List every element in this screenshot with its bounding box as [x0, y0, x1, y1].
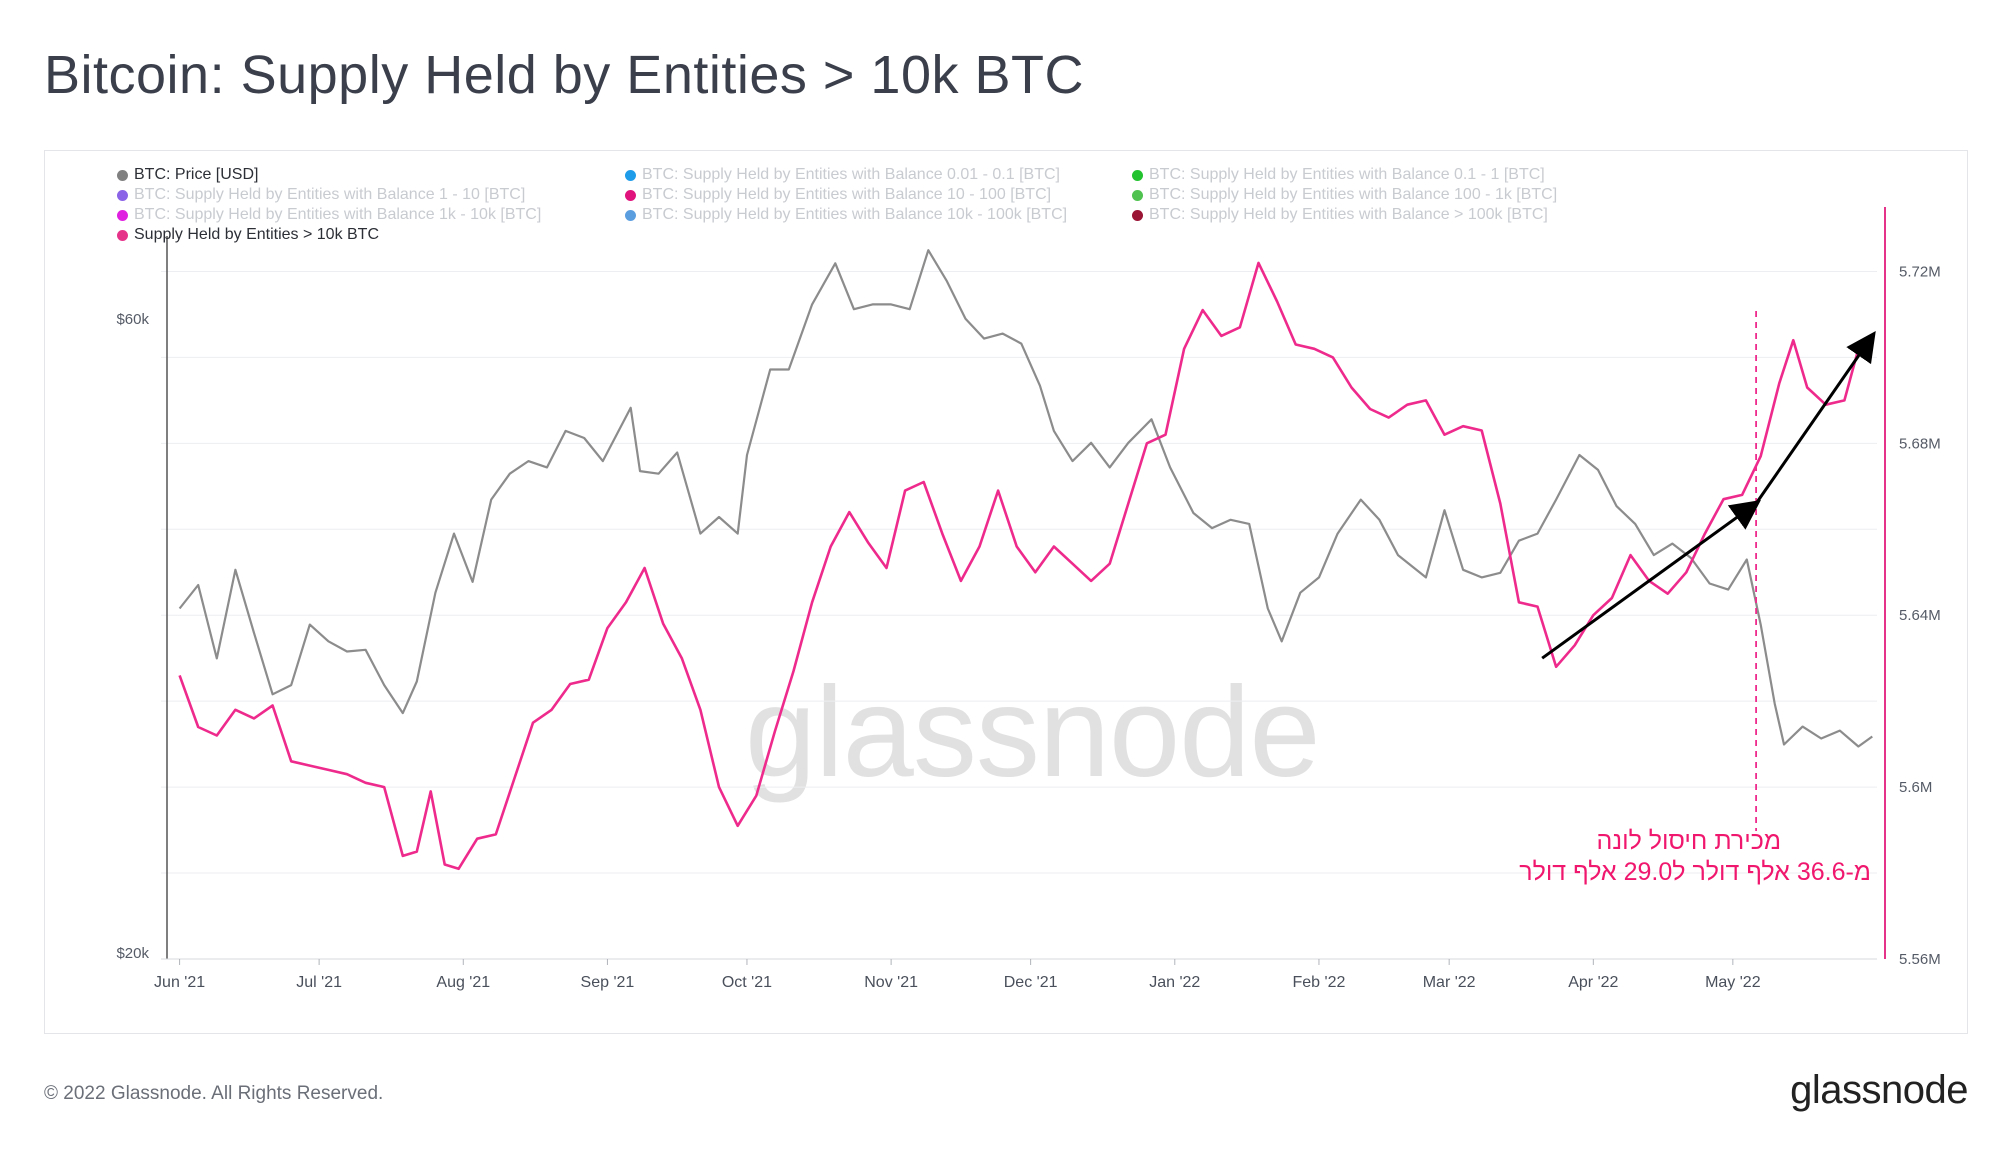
- chart-title: Bitcoin: Supply Held by Entities > 10k B…: [44, 45, 1084, 105]
- legend-label: Supply Held by Entities > 10k BTC: [134, 226, 380, 243]
- legend-item[interactable]: BTC: Supply Held by Entities with Balanc…: [117, 206, 541, 224]
- chart-svg[interactable]: $20k $60k 5.56M 5.6M 5.64M 5.68M 5.72M Jun '21 J…: [45, 151, 1967, 1033]
- trend-arrow: [1541, 499, 1761, 660]
- legend-label: BTC: Price [USD]: [134, 166, 259, 183]
- legend-label: BTC: Supply Held by Entities with Balanc…: [1149, 206, 1548, 223]
- legend-dot: [117, 209, 128, 221]
- legend-item[interactable]: BTC: Supply Held by Entities with Balanc…: [1132, 186, 1557, 204]
- y-right-tick-label: 5.72M: [1899, 263, 1941, 280]
- y-right-tick-label: 5.68M: [1899, 435, 1941, 452]
- legend-label: BTC: Supply Held by Entities with Balanc…: [134, 186, 526, 203]
- legend-item[interactable]: BTC: Supply Held by Entities with Balanc…: [625, 206, 1067, 224]
- legend-item[interactable]: BTC: Supply Held by Entities with Balanc…: [1132, 166, 1545, 184]
- x-tick-label: Nov '21: [864, 974, 918, 991]
- legend-item[interactable]: Supply Held by Entities > 10k BTC: [117, 226, 379, 244]
- price-line: [178, 249, 1873, 748]
- y-right-tick-label: 5.56M: [1899, 951, 1941, 968]
- legend-label: BTC: Supply Held by Entities with Balanc…: [1149, 166, 1545, 183]
- x-tick-label: Oct '21: [722, 974, 772, 991]
- x-tick-label: Feb '22: [1293, 974, 1346, 991]
- legend-label: BTC: Supply Held by Entities with Balanc…: [642, 206, 1068, 223]
- legend-item[interactable]: BTC: Supply Held by Entities with Balanc…: [117, 186, 525, 204]
- copyright: © 2022 Glassnode. All Rights Reserved.: [44, 1083, 384, 1104]
- legend-item[interactable]: BTC: Supply Held by Entities with Balanc…: [625, 166, 1060, 184]
- supply-line: [178, 261, 1873, 871]
- x-tick-label: Jan '22: [1149, 974, 1200, 991]
- legend-dot: [1132, 169, 1143, 181]
- x-tick-label: Jun '21: [154, 974, 205, 991]
- y-right-tick-label: 5.6M: [1899, 779, 1932, 796]
- x-tick-label: Apr '22: [1568, 974, 1618, 991]
- legend-item[interactable]: BTC: Supply Held by Entities with Balanc…: [1132, 206, 1548, 224]
- legend-dot: [625, 209, 636, 221]
- watermark: glassnode: [745, 661, 1321, 804]
- legend-dot: [117, 169, 128, 181]
- legend-item[interactable]: BTC: Price [USD]: [117, 166, 258, 184]
- x-tick-label: Aug '21: [436, 974, 490, 991]
- x-tick-label: Sep '21: [581, 974, 635, 991]
- legend-dot: [1132, 189, 1143, 201]
- legend-dot: [625, 189, 636, 201]
- legend-dot: [117, 229, 128, 241]
- y-left-tick-label: $60k: [116, 311, 149, 328]
- legend-label: BTC: Supply Held by Entities with Balanc…: [134, 206, 542, 223]
- chart-frame: glassnode $20k $60k 5.56M 5.6M 5.64M 5.68M 5.7…: [44, 150, 1968, 1034]
- legend-dot: [117, 189, 128, 201]
- y-left-tick-label: $20k: [116, 945, 149, 962]
- y-right-tick-label: 5.64M: [1899, 607, 1941, 624]
- legend-item[interactable]: BTC: Supply Held by Entities with Balanc…: [625, 186, 1051, 204]
- x-tick-label: Jul '21: [296, 974, 342, 991]
- annotation-line1: מכירת חיסול לונה: [1596, 827, 1781, 855]
- legend-label: BTC: Supply Held by Entities with Balanc…: [642, 166, 1060, 183]
- legend-dot: [1132, 209, 1143, 221]
- trend-arrow: [1754, 330, 1876, 505]
- legend-label: BTC: Supply Held by Entities with Balanc…: [1149, 186, 1558, 203]
- legend-label: BTC: Supply Held by Entities with Balanc…: [642, 186, 1052, 203]
- legend-dot: [625, 169, 636, 181]
- x-tick-label: May '22: [1705, 974, 1761, 991]
- x-tick-label: Dec '21: [1004, 974, 1058, 991]
- glassnode-logo: glassnode: [1790, 1068, 1968, 1112]
- annotation-line2: מ-36.6 אלף דולר ל29.0 אלף דולר: [1519, 858, 1871, 886]
- x-tick-label: Mar '22: [1423, 974, 1476, 991]
